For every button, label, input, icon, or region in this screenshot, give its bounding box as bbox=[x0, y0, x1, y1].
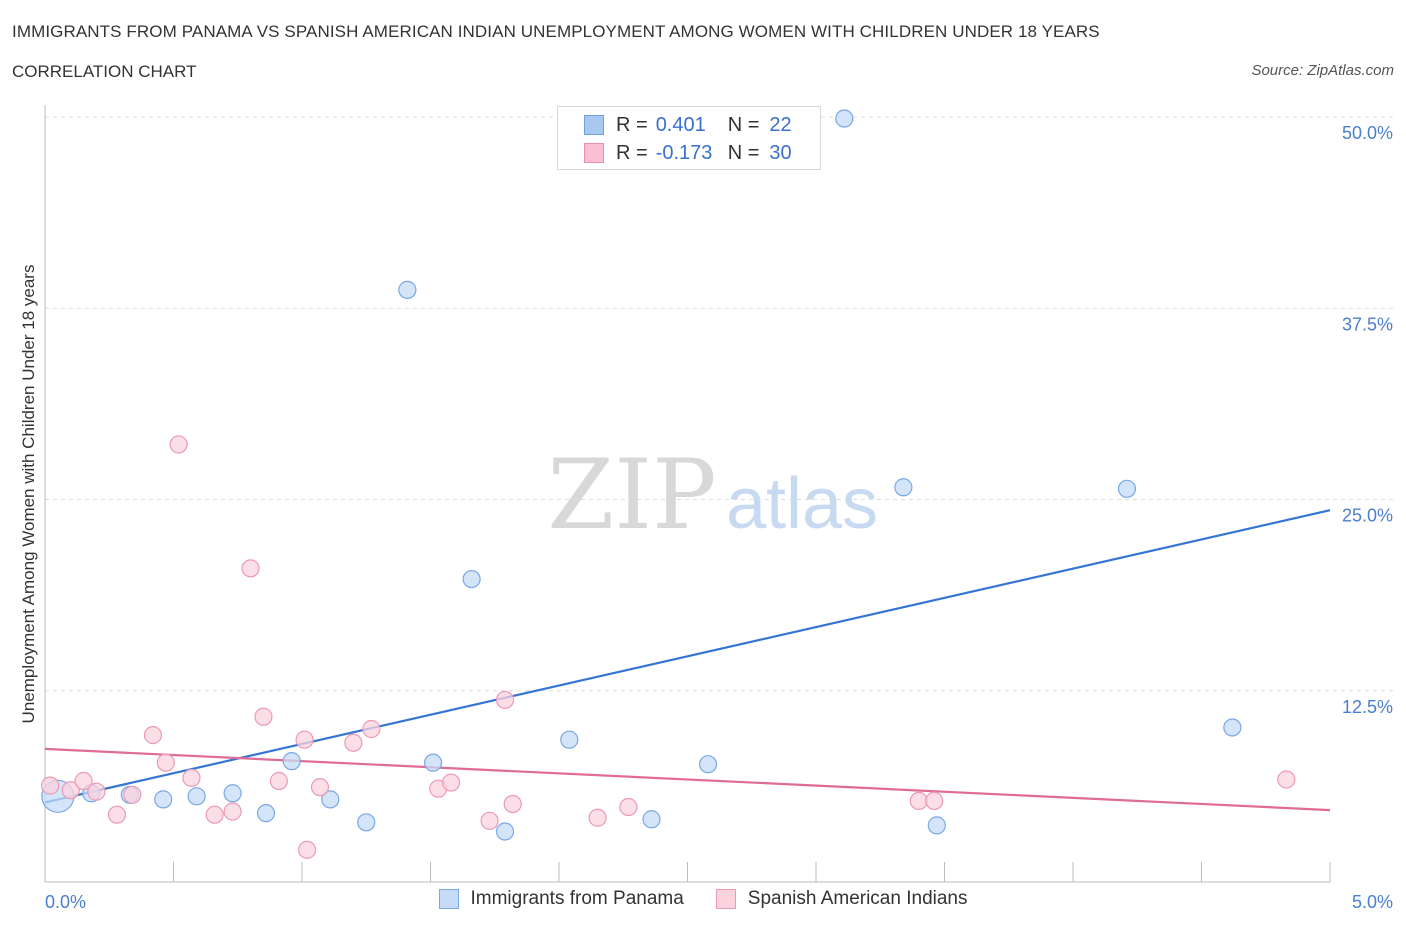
watermark-zip: ZIP bbox=[547, 439, 716, 551]
chart-title: IMMIGRANTS FROM PANAMA VS SPANISH AMERIC… bbox=[12, 22, 1100, 41]
panama-point bbox=[894, 478, 913, 497]
chart-subtitle: CORRELATION CHART bbox=[12, 62, 197, 81]
legend-swatch-panama bbox=[438, 889, 459, 909]
x-tick-label: 5.0% bbox=[1352, 892, 1393, 912]
x-tick-labels: 0.0% 5.0% bbox=[45, 892, 1393, 912]
legend-n-value: 22 bbox=[769, 113, 792, 136]
panama-point bbox=[187, 787, 206, 806]
legend-n-label: N = bbox=[727, 141, 760, 164]
panama-point bbox=[282, 752, 301, 771]
panama-point bbox=[560, 730, 579, 749]
spanish-american-indian-point bbox=[143, 726, 163, 745]
series-legend: Immigrants from Panama Spanish American … bbox=[0, 888, 1406, 910]
panama-point bbox=[495, 822, 515, 841]
grid-lines bbox=[45, 116, 1395, 692]
spanish-american-indian-point bbox=[495, 690, 515, 710]
spanish-american-indian-point bbox=[441, 773, 461, 792]
legend-r-value: 0.401 bbox=[655, 113, 706, 136]
spanish-american-indian-point bbox=[223, 802, 242, 821]
panama-point bbox=[423, 753, 443, 772]
legend-r-label: R = bbox=[616, 113, 648, 136]
spanish-american-indian-point bbox=[41, 776, 60, 795]
y-axis-label: Unemployment Among Women with Children U… bbox=[19, 265, 38, 724]
panama-point bbox=[642, 810, 661, 829]
legend-n-value: 30 bbox=[769, 141, 792, 164]
spanish-american-indian-point bbox=[295, 730, 314, 749]
spanish-american-indian-point bbox=[1277, 770, 1296, 789]
spanish-american-indian-point bbox=[362, 719, 381, 739]
panama-point bbox=[357, 813, 376, 832]
y-tick-label: 50.0% bbox=[1342, 123, 1393, 143]
x-tick-label: 0.0% bbox=[45, 892, 86, 912]
legend-item-panama[interactable]: Immigrants from Panama bbox=[438, 888, 684, 910]
spanish-american-indian-point bbox=[123, 785, 142, 804]
legend-swatch-spanish-american-indians bbox=[584, 143, 604, 163]
spanish-american-indian-point bbox=[169, 435, 188, 454]
panama-point bbox=[835, 109, 854, 128]
legend-r-label: R = bbox=[616, 141, 648, 164]
legend-row-spanish-american-indians: R = -0.173 N = 30 bbox=[584, 139, 792, 167]
panama-point bbox=[398, 280, 417, 299]
spanish-american-indian-point bbox=[344, 733, 363, 752]
spanish-american-indian-point bbox=[503, 794, 522, 814]
trend-lines bbox=[44, 509, 1331, 812]
y-tick-label: 12.5% bbox=[1342, 697, 1393, 717]
legend-swatch-panama bbox=[584, 115, 604, 135]
source-credit: Source: ZipAtlas.com bbox=[1251, 62, 1394, 79]
panama-point bbox=[256, 804, 276, 823]
spanish-american-indian-point bbox=[156, 753, 175, 772]
spanish-american-indian-point bbox=[925, 791, 944, 811]
spanish-american-indian-point bbox=[205, 805, 224, 824]
legend-label-spanish-american-indians: Spanish American Indians bbox=[747, 888, 968, 909]
spanish-american-indian-point bbox=[107, 805, 127, 824]
stats-legend: R = 0.401 N = 22 R = -0.173 N = 30 bbox=[557, 106, 821, 170]
panama-point bbox=[462, 569, 481, 589]
spanish-american-indian-point bbox=[909, 791, 928, 811]
spanish-american-indian-point bbox=[254, 707, 273, 726]
panama-point bbox=[927, 816, 946, 835]
legend-swatch-spanish-american-indians bbox=[715, 889, 736, 909]
y-tick-labels: 12.5% 25.0% 37.5% 50.0% bbox=[1342, 123, 1393, 717]
axes bbox=[44, 105, 1331, 883]
spanish-american-indian-point bbox=[241, 559, 260, 578]
spanish-american-indian-point bbox=[87, 782, 106, 801]
panama-point bbox=[154, 790, 173, 809]
panama-trend-line bbox=[44, 509, 1331, 804]
watermark: ZIP atlas bbox=[547, 439, 878, 551]
spanish-american-indian-point bbox=[61, 781, 80, 800]
y-tick-label: 25.0% bbox=[1342, 506, 1393, 526]
data-points bbox=[41, 109, 1296, 859]
watermark-atlas: atlas bbox=[726, 464, 878, 544]
spanish-american-indian-point bbox=[480, 811, 499, 830]
spanish-american-indian-point bbox=[182, 768, 201, 788]
legend-label-panama: Immigrants from Panama bbox=[470, 888, 684, 909]
spanish-american-indian-point bbox=[74, 771, 93, 791]
spanish-american-indian-point bbox=[619, 797, 638, 817]
spanish-american-indian-point bbox=[310, 778, 330, 797]
panama-point bbox=[223, 784, 242, 803]
y-tick-label: 37.5% bbox=[1342, 314, 1393, 334]
panama-point bbox=[1223, 718, 1242, 737]
spanish-american-indian-point bbox=[298, 840, 317, 859]
spanish-american-indian-trend-line bbox=[44, 747, 1331, 812]
legend-item-spanish-american-indians[interactable]: Spanish American Indians bbox=[715, 888, 968, 910]
panama-point bbox=[698, 755, 718, 774]
legend-row-panama: R = 0.401 N = 22 bbox=[584, 111, 792, 139]
spanish-american-indian-point bbox=[269, 771, 288, 791]
legend-r-value: -0.173 bbox=[655, 141, 713, 164]
panama-point bbox=[321, 790, 340, 809]
spanish-american-indian-point bbox=[588, 808, 607, 827]
panama-point bbox=[1117, 479, 1137, 498]
legend-n-label: N = bbox=[727, 113, 760, 136]
